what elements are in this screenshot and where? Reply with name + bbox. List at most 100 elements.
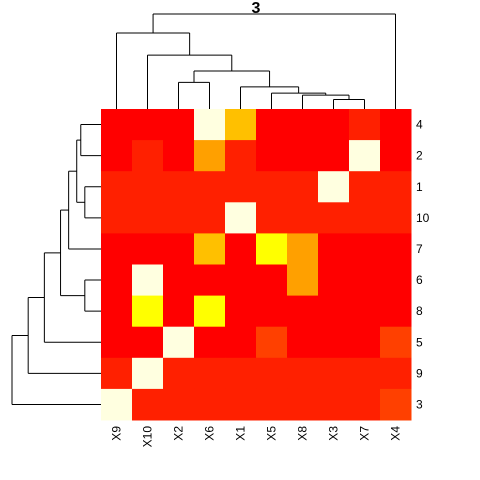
heatmap-cell xyxy=(349,171,381,203)
heatmap-cell xyxy=(225,388,257,421)
row-label: 1 xyxy=(416,180,423,194)
heatmap-cell xyxy=(194,357,226,390)
heatmap-cell xyxy=(194,326,226,359)
heatmap-cell xyxy=(132,357,164,390)
heatmap-cell xyxy=(256,388,288,421)
heatmap-cell xyxy=(101,233,133,265)
row-label: 6 xyxy=(416,273,423,287)
heatmap-cell xyxy=(318,326,350,359)
row-label: 2 xyxy=(416,149,423,163)
row-label: 5 xyxy=(416,335,423,349)
heatmap-cell xyxy=(101,388,133,421)
heatmap-cell xyxy=(318,295,350,328)
heatmap-cell xyxy=(163,202,195,234)
heatmap-cell xyxy=(318,388,350,421)
heatmap-cell xyxy=(287,202,319,234)
row-label: 7 xyxy=(416,242,423,256)
heatmap-cell xyxy=(318,140,350,172)
column-label: X8 xyxy=(296,426,310,441)
heatmap-cell xyxy=(380,388,412,421)
heatmap-cell xyxy=(225,109,257,141)
column-label: X10 xyxy=(141,426,155,448)
row-label: 4 xyxy=(416,118,423,132)
heatmap-cell xyxy=(287,295,319,328)
heatmap-cell xyxy=(287,109,319,141)
heatmap-cell xyxy=(194,109,226,141)
row-dendrogram xyxy=(11,124,101,405)
heatmap-cell xyxy=(163,233,195,265)
heatmap-cell xyxy=(194,295,226,328)
heatmap-cell xyxy=(163,357,195,390)
heatmap-cell xyxy=(101,202,133,234)
heatmap-cell xyxy=(225,326,257,359)
column-label: X7 xyxy=(358,426,372,441)
heatmap-cell xyxy=(101,295,133,328)
heatmap-cell xyxy=(132,202,164,234)
heatmap-cell xyxy=(256,264,288,297)
heatmap-cell xyxy=(349,388,381,421)
heatmap-cell xyxy=(132,388,164,421)
heatmap-cell xyxy=(163,295,195,328)
heatmap-cell xyxy=(318,202,350,234)
heatmap-cell xyxy=(163,109,195,141)
heatmap-cell xyxy=(318,233,350,265)
heatmap-cell xyxy=(101,109,133,141)
column-label: X3 xyxy=(327,426,341,441)
heatmap-cell xyxy=(349,140,381,172)
heatmap-cell xyxy=(101,326,133,359)
heatmap-cell xyxy=(287,140,319,172)
heatmap-cell xyxy=(380,233,412,265)
heatmap-cell xyxy=(132,233,164,265)
heatmap-cell xyxy=(256,357,288,390)
row-label: 3 xyxy=(416,397,423,411)
heatmap-cell xyxy=(194,233,226,265)
column-label: X1 xyxy=(234,426,248,441)
heatmap-cell xyxy=(380,326,412,359)
heatmap-cell xyxy=(225,171,257,203)
heatmap-cell xyxy=(256,109,288,141)
heatmap-cell xyxy=(256,295,288,328)
heatmap-cell xyxy=(132,171,164,203)
heatmap-cell xyxy=(318,109,350,141)
heatmap-cell xyxy=(256,140,288,172)
heatmap-cell xyxy=(256,202,288,234)
heatmap-cell xyxy=(380,171,412,203)
heatmap-cell xyxy=(349,357,381,390)
heatmap-cell xyxy=(225,233,257,265)
heatmap-cell xyxy=(101,171,133,203)
heatmap-cell xyxy=(225,295,257,328)
heatmap-cell xyxy=(256,233,288,265)
heatmap-cell xyxy=(380,140,412,172)
heatmap-cell xyxy=(163,326,195,359)
heatmap-cell xyxy=(318,357,350,390)
heatmap-cell xyxy=(287,171,319,203)
column-label: X2 xyxy=(172,426,186,441)
column-label: X4 xyxy=(389,426,403,441)
column-label: X6 xyxy=(203,426,217,441)
heatmap-cell xyxy=(349,202,381,234)
heatmap-cell xyxy=(163,140,195,172)
heatmap-cell xyxy=(287,357,319,390)
heatmap-cell xyxy=(349,264,381,297)
row-label: 10 xyxy=(416,211,430,225)
heatmap-cell xyxy=(349,109,381,141)
chart-title: 3 xyxy=(252,0,261,17)
heatmap-cell xyxy=(349,326,381,359)
heatmap-cell xyxy=(132,109,164,141)
row-labels: 4 2 1 10 7 6 8 5 9 3 xyxy=(416,118,430,412)
heatmap-cell xyxy=(163,264,195,297)
heatmap-cell xyxy=(101,140,133,172)
heatmap-cell xyxy=(163,171,195,203)
heatmap-cell xyxy=(132,326,164,359)
heatmap-cell xyxy=(194,388,226,421)
heatmap-cell xyxy=(225,202,257,234)
heatmap-cell xyxy=(256,326,288,359)
heatmap-cell xyxy=(380,357,412,390)
row-label: 8 xyxy=(416,304,423,318)
heatmap-cell xyxy=(225,264,257,297)
heatmap-cell xyxy=(380,264,412,297)
heatmap-cell xyxy=(318,264,350,297)
heatmap-cell xyxy=(225,140,257,172)
heatmap-cell xyxy=(256,171,288,203)
heatmap-cells xyxy=(101,109,412,421)
